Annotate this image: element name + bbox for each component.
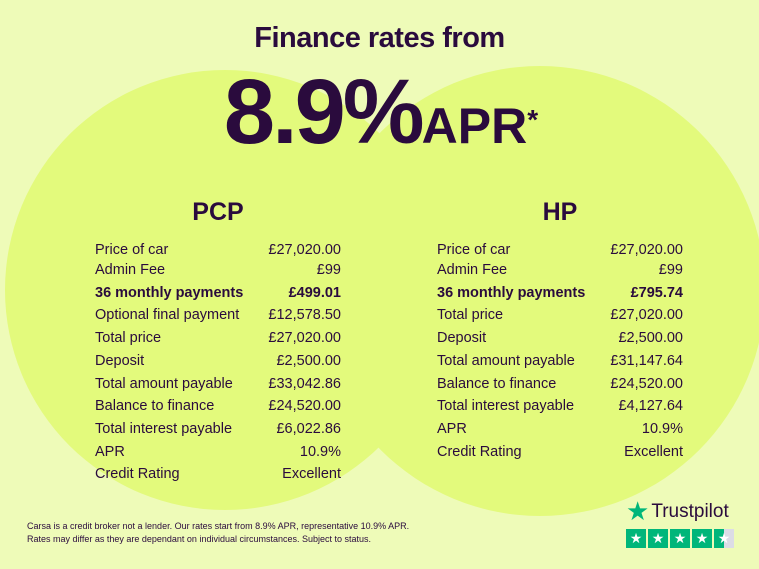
- row-value: £99: [658, 262, 683, 278]
- table-row: 36 monthly payments £499.01: [95, 282, 341, 305]
- rating-stars: ★ ★ ★ ★ ★: [626, 529, 734, 548]
- row-label: APR: [95, 443, 125, 460]
- disclaimer-line: Rates may differ as they are dependant o…: [27, 534, 372, 544]
- table-row: Optional final payment £12,578.50: [95, 304, 341, 327]
- table-row: Balance to finance £24,520.00: [437, 373, 683, 396]
- trustpilot-star-icon: ★: [626, 496, 650, 526]
- disclaimer: Carsa is a credit broker not a lender. O…: [27, 520, 409, 546]
- table-row: Admin Fee £99: [437, 259, 683, 282]
- row-label: Balance to finance: [437, 375, 557, 392]
- row-label: Total price: [95, 330, 162, 347]
- table-row: Total amount payable £31,147.64: [437, 350, 683, 373]
- row-value: £6,022.86: [276, 420, 341, 437]
- disclaimer-line: Carsa is a credit broker not a lender. O…: [27, 521, 410, 531]
- row-value: Excellent: [624, 443, 683, 460]
- half-star-icon: ★: [714, 529, 734, 548]
- pcp-table: PCP Price of car £27,020.00 Admin Fee £99 36 …: [95, 198, 341, 486]
- row-value: Excellent: [282, 466, 341, 483]
- table-row: 36 monthly payments £795.74: [437, 282, 683, 305]
- hp-title: HP: [542, 198, 578, 226]
- row-label: Price of car: [95, 242, 169, 258]
- row-value: £499.01: [288, 284, 341, 301]
- star-icon: ★: [626, 529, 646, 548]
- row-value: £2,500.00: [618, 330, 683, 347]
- row-value: £27,020.00: [610, 307, 683, 324]
- table-row: APR 10.9%: [95, 441, 341, 464]
- row-label: Deposit: [437, 330, 487, 347]
- row-label: Deposit: [95, 352, 145, 369]
- row-value: £2,500.00: [276, 352, 341, 369]
- table-row: Total interest payable £6,022.86: [95, 418, 341, 441]
- row-label: Credit Rating: [437, 443, 522, 460]
- row-label: Balance to finance: [95, 398, 215, 415]
- row-label: 36 monthly payments: [437, 284, 586, 301]
- table-row: Deposit £2,500.00: [437, 327, 683, 350]
- row-value: £27,020.00: [610, 242, 683, 258]
- row-value: £12,578.50: [268, 307, 341, 324]
- row-label: Admin Fee: [95, 262, 166, 278]
- table-row: Total price £27,020.00: [95, 327, 341, 350]
- hp-table: HP Price of car £27,020.00 Admin Fee £99 36 m…: [437, 198, 683, 463]
- row-label: Total interest payable: [95, 420, 233, 437]
- row-label: Total amount payable: [437, 352, 575, 369]
- row-value: £4,127.64: [618, 398, 683, 415]
- row-label: Credit Rating: [95, 466, 180, 483]
- row-label: Total interest payable: [437, 398, 575, 415]
- trustpilot-name: Trustpilot: [651, 500, 729, 522]
- headline: Finance rates from: [254, 22, 505, 54]
- row-value: £24,520.00: [268, 398, 341, 415]
- table-row: Total amount payable £33,042.86: [95, 373, 341, 396]
- row-label: Price of car: [437, 242, 511, 258]
- row-label: Total amount payable: [95, 375, 233, 392]
- asterisk: *: [527, 104, 538, 135]
- pcp-title: PCP: [192, 198, 244, 226]
- star-icon: ★: [648, 529, 668, 548]
- table-row: Admin Fee £99: [95, 259, 341, 282]
- row-value: £31,147.64: [610, 352, 683, 369]
- row-label: APR: [437, 420, 467, 437]
- row-value: 10.9%: [641, 420, 683, 437]
- row-value: £27,020.00: [268, 330, 341, 347]
- row-value: £33,042.86: [268, 375, 341, 392]
- row-value: £99: [316, 262, 341, 278]
- row-label: 36 monthly payments: [95, 284, 244, 301]
- table-row: Credit Rating Excellent: [437, 441, 683, 464]
- table-row: Balance to finance £24,520.00: [95, 395, 341, 418]
- table-row: Price of car £27,020.00: [95, 242, 341, 259]
- table-row: Price of car £27,020.00: [437, 242, 683, 259]
- table-row: Total price £27,020.00: [437, 304, 683, 327]
- row-value: £24,520.00: [610, 375, 683, 392]
- row-label: Total price: [437, 307, 504, 324]
- row-label: Admin Fee: [437, 262, 508, 278]
- row-value: £27,020.00: [268, 242, 341, 258]
- row-value: 10.9%: [299, 443, 341, 460]
- rate-value: 8.9%: [223, 61, 425, 163]
- row-label: Optional final payment: [95, 307, 240, 324]
- rate-headline: 8.9%APR*: [0, 62, 759, 176]
- background-circle-right: [315, 66, 759, 516]
- table-row: Total interest payable £4,127.64: [437, 395, 683, 418]
- row-value: £795.74: [630, 284, 683, 301]
- table-row: APR 10.9%: [437, 418, 683, 441]
- trustpilot-badge: ★ Trustpilot ★ ★ ★ ★ ★: [626, 496, 734, 548]
- table-row: Credit Rating Excellent: [95, 463, 341, 486]
- apr-label: APR: [421, 98, 528, 154]
- star-icon: ★: [692, 529, 712, 548]
- table-row: Deposit £2,500.00: [95, 350, 341, 373]
- star-icon: ★: [670, 529, 690, 548]
